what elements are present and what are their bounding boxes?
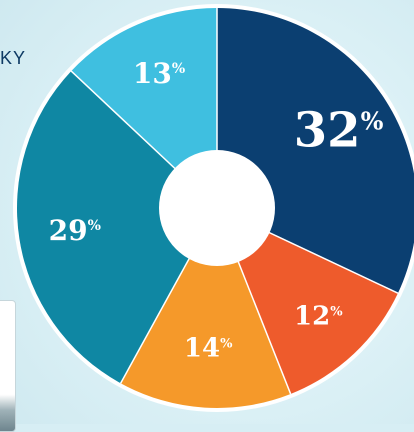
slice-12 [217, 208, 398, 394]
slice-label-14: 14% [184, 333, 233, 363]
partial-heading-text: KY [0, 48, 27, 68]
donut-hole [159, 150, 275, 266]
slice-29 [16, 71, 218, 384]
slice-label-13: 13% [133, 57, 185, 90]
slice-14 [120, 208, 291, 409]
slice-13 [71, 8, 218, 208]
slice-label-12: 12% [294, 301, 343, 331]
slice-label-32: 32% [294, 103, 384, 159]
slice-label-29: 29% [49, 214, 101, 247]
